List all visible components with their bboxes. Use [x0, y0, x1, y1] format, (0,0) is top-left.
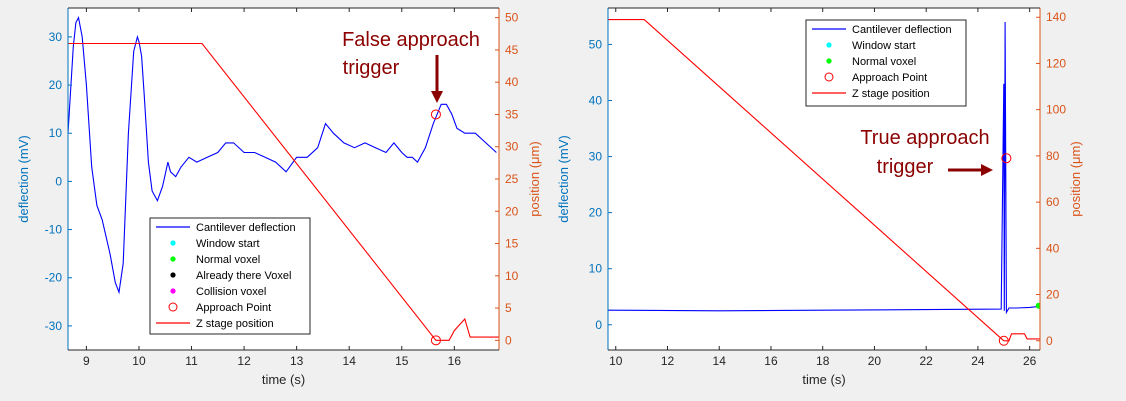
left-y-tick-label: -20	[45, 271, 63, 285]
legend-label: Collision voxel	[196, 286, 266, 298]
data-layer	[608, 19, 1040, 346]
approach-point-marker	[430, 335, 441, 346]
legend-label: Window start	[196, 238, 260, 250]
x-tick-label: 14	[343, 354, 357, 368]
approach-point-marker	[1001, 153, 1012, 164]
voxel-marker	[1035, 302, 1040, 309]
right-y-tick-label: 45	[505, 43, 519, 57]
legend-label: Window start	[852, 40, 916, 52]
legend-label: Approach Point	[196, 302, 271, 314]
legend-marker-sample	[826, 58, 832, 64]
right-y-axis-label: position (μm)	[527, 141, 542, 216]
legend-marker-sample	[170, 256, 176, 262]
legend-label: Cantilever deflection	[196, 222, 296, 234]
right-y-tick-label: 40	[505, 75, 519, 89]
legend-box	[805, 19, 967, 107]
x-tick-label: 12	[237, 354, 251, 368]
right-y-tick-label: 40	[1046, 241, 1060, 255]
right-y-tick-label: 0	[1046, 334, 1053, 348]
right-y-tick-label: 0	[505, 333, 512, 347]
annotation-arrow-head	[981, 164, 993, 176]
data-layer	[68, 15, 499, 346]
left-y-tick-label: 30	[49, 30, 63, 44]
x-tick-label: 12	[661, 354, 675, 368]
series-z-stage-position	[68, 42, 499, 341]
legend-label: Cantilever deflection	[852, 24, 952, 36]
x-tick-label: 9	[83, 354, 90, 368]
left-y-tick-label: -10	[45, 223, 63, 237]
right-y-tick-label: 10	[505, 269, 519, 283]
x-tick-label: 24	[971, 354, 985, 368]
right-y-tick-label: 15	[505, 237, 519, 251]
right-y-tick-label: 35	[505, 107, 519, 121]
left-y-tick-label: 30	[589, 150, 603, 164]
x-tick-label: 22	[919, 354, 933, 368]
right-y-tick-label: 50	[505, 11, 519, 25]
legend-label: Approach Point	[852, 72, 927, 84]
legend-label: Already there Voxel	[196, 270, 291, 282]
legend-marker-sample	[824, 72, 834, 82]
left-y-tick-label: 50	[589, 37, 603, 51]
left-y-tick-label: 0	[595, 318, 602, 332]
annotation-arrow-head	[431, 91, 443, 103]
right-y-tick-label: 120	[1046, 56, 1066, 70]
x-tick-label: 10	[609, 354, 623, 368]
annotation-line-2: trigger	[343, 57, 400, 79]
x-tick-label: 14	[713, 354, 727, 368]
left-y-axis-label: deflection (mV)	[16, 135, 31, 222]
annotation-line-1: False approach	[342, 29, 480, 51]
right-panel: 10 12 14 16 18 20 22 24 265040302010014012010080…	[556, 7, 1083, 387]
x-tick-label: 26	[1023, 354, 1037, 368]
right-y-tick-label: 20	[1046, 288, 1060, 302]
right-y-axis-label: position (μm)	[1068, 141, 1083, 216]
annotation-line-1: True approach	[860, 127, 989, 149]
right-y-tick-label: 60	[1046, 195, 1060, 209]
legend-marker-sample	[170, 288, 176, 294]
left-y-tick-label: 10	[589, 262, 603, 276]
legend-label: Normal voxel	[196, 254, 260, 266]
left-y-tick-label: 20	[589, 206, 603, 220]
left-y-tick-label: 10	[49, 126, 63, 140]
legend-label: Z stage position	[196, 318, 274, 330]
approach-point-marker	[998, 335, 1009, 346]
x-axis-label: time (s)	[262, 372, 305, 387]
legend-marker-sample	[170, 240, 176, 246]
right-y-tick-label: 5	[505, 301, 512, 315]
left-panel: 9 10 11 12 13 14 15 163020100-10-20-30504540353…	[16, 7, 542, 387]
right-y-tick-label: 25	[505, 172, 519, 186]
legend-marker-sample	[168, 302, 178, 312]
series-z-stage-position	[608, 19, 1040, 342]
x-tick-label: 18	[816, 354, 830, 368]
left-y-axis-label: deflection (mV)	[556, 135, 571, 222]
legend-box	[149, 217, 311, 335]
x-tick-label: 15	[395, 354, 409, 368]
x-tick-label: 16	[764, 354, 778, 368]
legend-label: Normal voxel	[852, 56, 916, 68]
x-tick-label: 10	[132, 354, 146, 368]
right-y-tick-label: 30	[505, 140, 519, 154]
series-cantilever-deflection	[68, 15, 497, 295]
legend-label: Z stage position	[852, 88, 930, 100]
x-tick-label: 20	[868, 354, 882, 368]
left-y-tick-label: 20	[49, 78, 63, 92]
x-tick-label: 16	[448, 354, 462, 368]
left-y-tick-label: 0	[55, 174, 62, 188]
x-tick-label: 11	[185, 354, 198, 368]
approach-point-marker	[430, 109, 441, 120]
left-y-tick-label: -30	[45, 319, 63, 333]
legend-marker-sample	[826, 42, 832, 48]
right-y-tick-label: 20	[505, 204, 519, 218]
right-y-tick-label: 140	[1046, 10, 1066, 24]
x-tick-label: 13	[290, 354, 304, 368]
legend-marker-sample	[170, 272, 176, 278]
right-y-tick-label: 100	[1046, 103, 1066, 117]
left-y-tick-label: 40	[589, 94, 603, 108]
x-axis-label: time (s)	[802, 372, 845, 387]
right-y-tick-label: 80	[1046, 149, 1060, 163]
annotation-line-2: trigger	[877, 156, 934, 178]
series-cantilever-deflection	[608, 21, 1040, 315]
